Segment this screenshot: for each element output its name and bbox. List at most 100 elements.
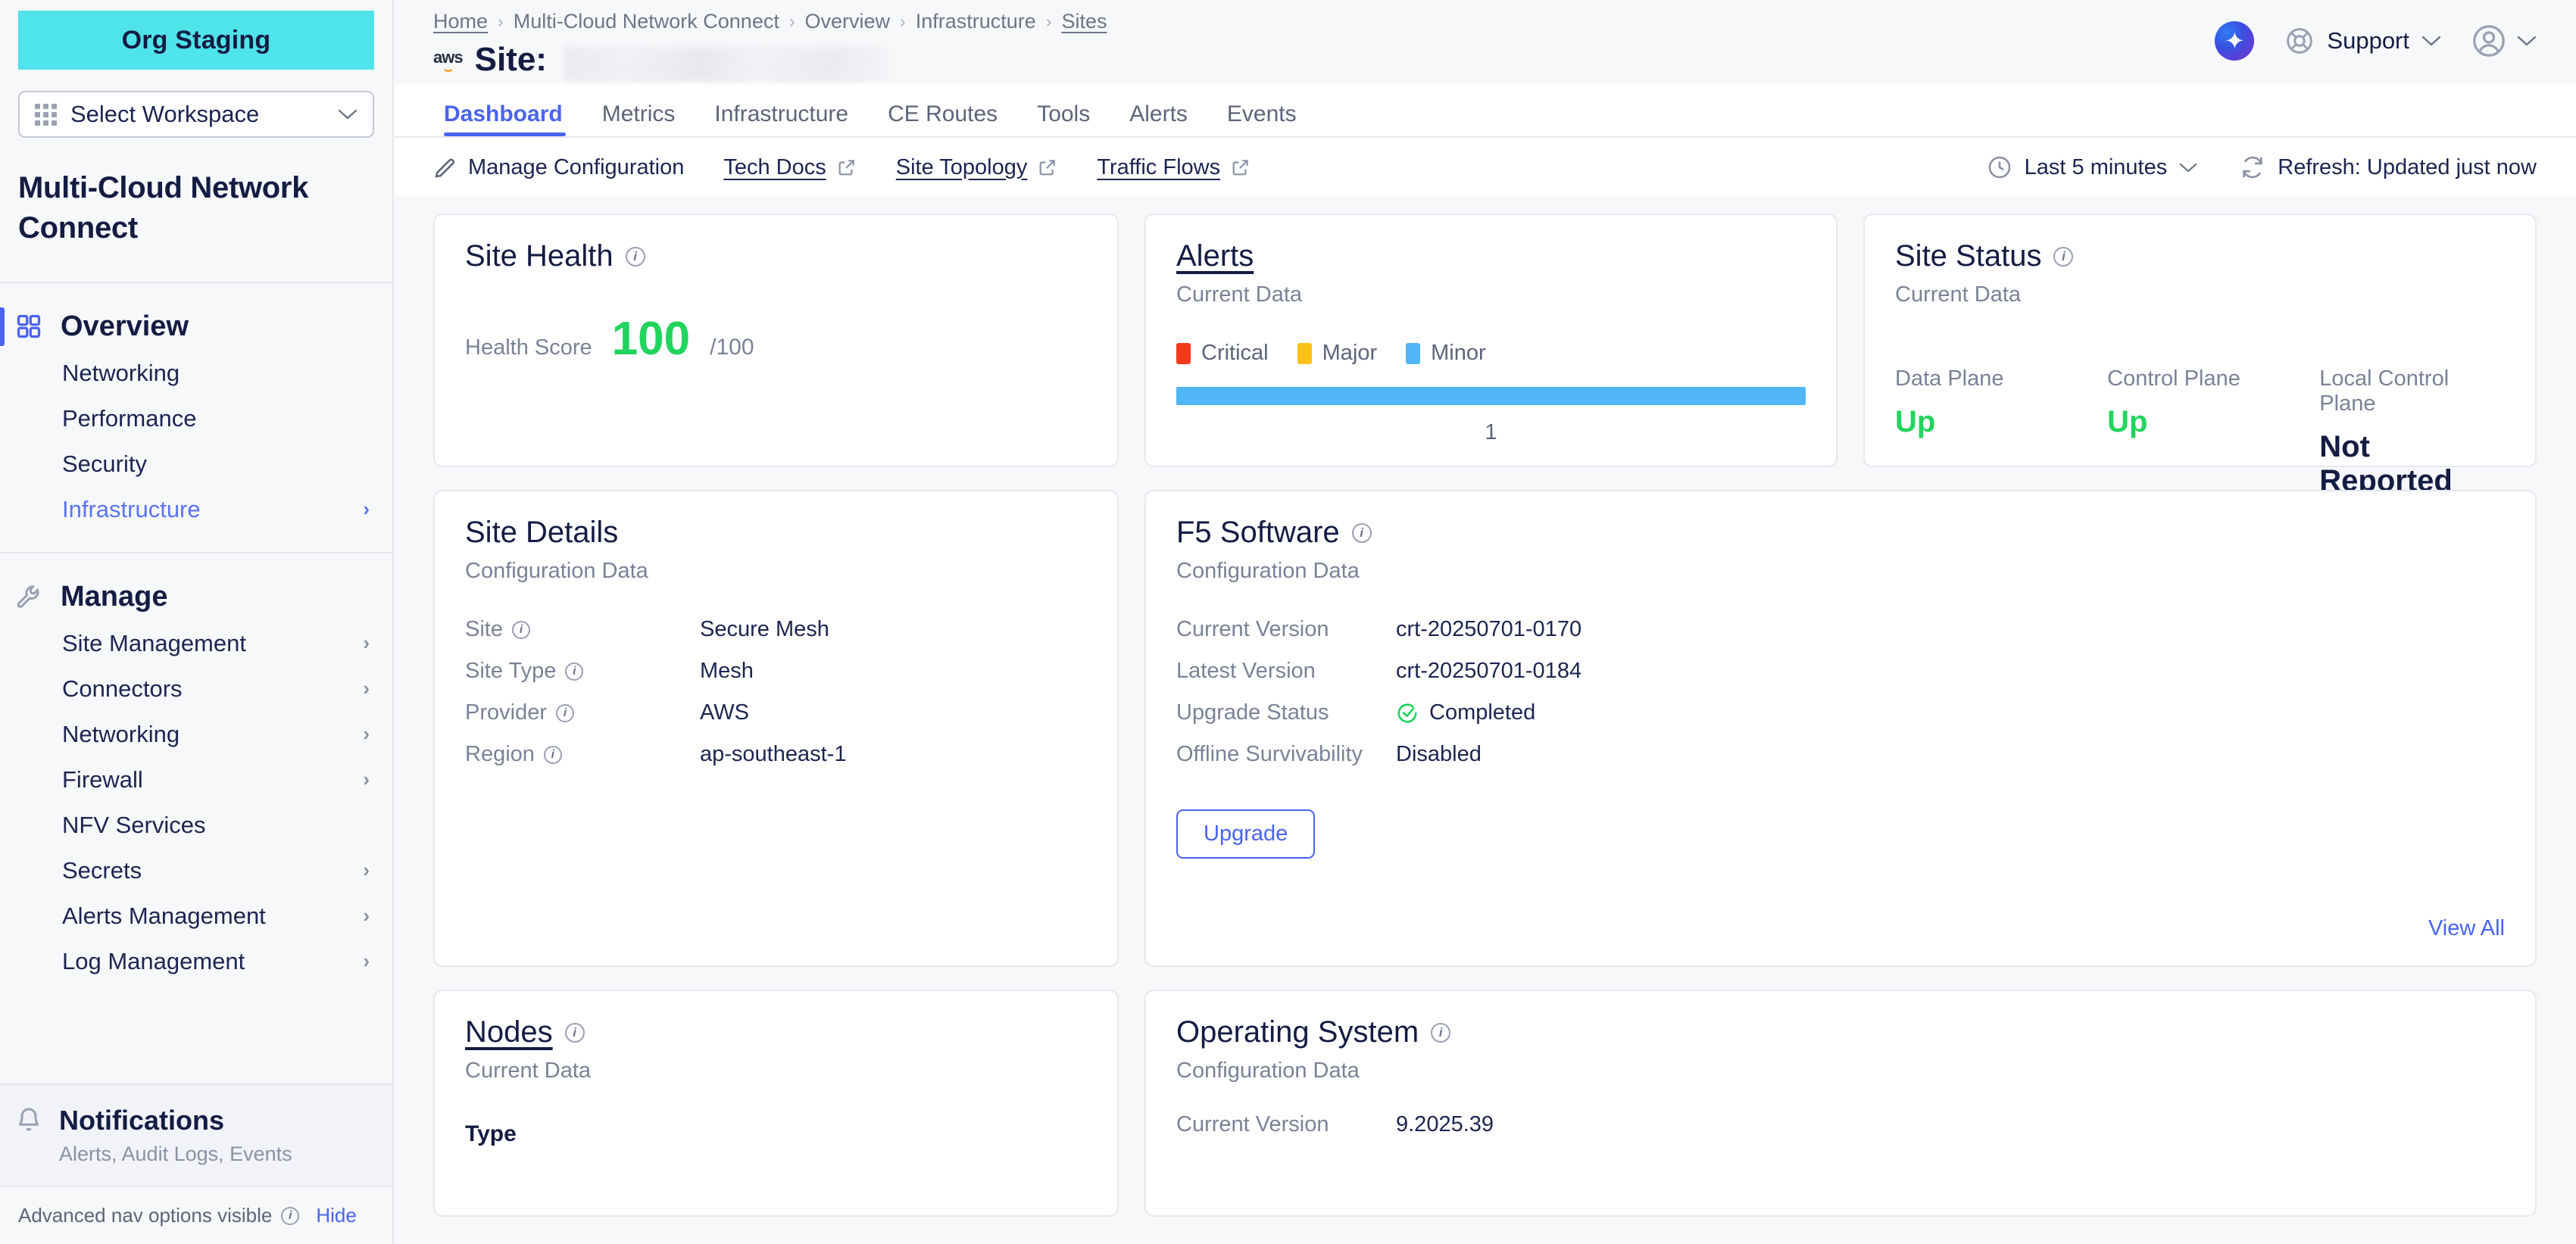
- breadcrumb-item-mcn[interactable]: Multi-Cloud Network Connect: [513, 9, 779, 33]
- refresh-label: Refresh: Updated just now: [2278, 154, 2537, 179]
- site-status-subtitle: Current Data: [1895, 282, 2022, 307]
- info-icon[interactable]: i: [556, 703, 574, 722]
- alerts-severity-bar[interactable]: [1176, 387, 1806, 405]
- alerts-title-link[interactable]: Alerts: [1176, 239, 1254, 273]
- lifebuoy-icon: [2284, 26, 2315, 56]
- time-range-selector[interactable]: Last 5 minutes: [1987, 154, 2198, 180]
- chevron-right-icon: ›: [363, 949, 370, 973]
- sidebar: Org Staging Select Workspace Multi-Cloud…: [0, 0, 394, 1244]
- site-health-title: Site Health: [465, 239, 614, 273]
- legend-item-minor[interactable]: Minor: [1406, 341, 1486, 366]
- breadcrumb-and-title: Home › Multi-Cloud Network Connect › Ove…: [433, 8, 1107, 82]
- breadcrumb-item-sites[interactable]: Sites: [1061, 9, 1107, 33]
- dashboard-row-2: Site Details Configuration Data Site i S…: [433, 490, 2537, 967]
- detail-key-label: Site: [465, 617, 503, 641]
- sidebar-item-site-management[interactable]: Site Management ›: [0, 621, 392, 666]
- chevron-down-icon: [338, 108, 358, 120]
- info-icon[interactable]: i: [564, 1022, 585, 1043]
- detail-key-label: Region: [465, 742, 535, 766]
- info-icon[interactable]: i: [1431, 1022, 1451, 1043]
- os-key: Current Version: [1176, 1112, 1329, 1136]
- sidebar-item-secrets[interactable]: Secrets ›: [0, 848, 392, 893]
- tab-events[interactable]: Events: [1226, 101, 1297, 126]
- info-icon[interactable]: i: [281, 1206, 300, 1225]
- site-status-title: Site Status: [1895, 239, 2042, 273]
- f5-row-upgrade-status: Upgrade Status Completed: [1176, 700, 2505, 725]
- breadcrumb-item-home[interactable]: Home: [433, 9, 489, 33]
- user-menu[interactable]: [2471, 23, 2537, 58]
- detail-value: ap-southeast-1: [700, 742, 847, 766]
- info-icon[interactable]: i: [1351, 522, 1372, 543]
- refresh-button[interactable]: Refresh: Updated just now: [2240, 154, 2537, 180]
- sidebar-item-label: Networking: [62, 359, 180, 386]
- legend-swatch-critical: [1176, 342, 1191, 364]
- detail-row-provider: Provider i AWS: [465, 700, 1087, 725]
- sidebar-item-infrastructure[interactable]: Infrastructure ›: [0, 487, 392, 532]
- sidebar-item-firewall[interactable]: Firewall ›: [0, 757, 392, 803]
- detail-value: Mesh: [700, 659, 754, 683]
- info-icon[interactable]: i: [565, 662, 584, 681]
- operating-system-list: Current Version 9.2025.39: [1176, 1112, 2505, 1137]
- sidebar-item-label: Log Management: [62, 947, 245, 974]
- nodes-title-link[interactable]: Nodes: [465, 1015, 553, 1049]
- site-status-values: Data Plane Up Control Plane Up Local Con…: [1895, 366, 2505, 498]
- action-toolbar: Manage Configuration Tech Docs Site Topo…: [394, 138, 2576, 197]
- legend-item-critical[interactable]: Critical: [1176, 341, 1269, 366]
- info-icon[interactable]: i: [2053, 246, 2074, 267]
- f5-row-current-version: Current Version crt-20250701-0170: [1176, 617, 2505, 642]
- ai-assistant-icon[interactable]: ✦: [2215, 21, 2255, 61]
- site-topology-label: Site Topology: [895, 154, 1028, 179]
- status-badge: Up: [1895, 405, 1936, 438]
- tab-tools[interactable]: Tools: [1037, 101, 1091, 126]
- tech-docs-link[interactable]: Tech Docs: [723, 155, 856, 180]
- site-details-card: Site Details Configuration Data Site i S…: [433, 490, 1119, 967]
- support-menu[interactable]: Support: [2284, 26, 2441, 56]
- detail-key: Site Type i: [465, 659, 700, 684]
- tab-metrics[interactable]: Metrics: [601, 101, 676, 126]
- sidebar-item-notifications[interactable]: Notifications Alerts, Audit Logs, Events: [0, 1083, 392, 1187]
- sidebar-item-security[interactable]: Security: [0, 441, 392, 487]
- sidebar-item-overview[interactable]: Overview: [0, 303, 392, 351]
- sidebar-item-networking-manage[interactable]: Networking ›: [0, 712, 392, 757]
- org-badge[interactable]: Org Staging: [18, 11, 374, 70]
- operating-system-card: Operating System i Configuration Data Cu…: [1144, 990, 2537, 1217]
- sidebar-item-manage[interactable]: Manage: [0, 573, 392, 621]
- workspace-selector[interactable]: Select Workspace: [18, 91, 374, 138]
- dashboard-row-1: Site Health i Health Score 100 /100 Aler…: [433, 214, 2537, 497]
- chevron-right-icon: ›: [363, 497, 370, 521]
- advanced-nav-hide-button[interactable]: Hide: [316, 1204, 357, 1227]
- legend-label-critical: Critical: [1201, 341, 1269, 365]
- breadcrumb-item-infrastructure[interactable]: Infrastructure: [915, 9, 1036, 33]
- info-icon[interactable]: i: [511, 620, 530, 639]
- notifications-subtitle: Alerts, Audit Logs, Events: [59, 1143, 292, 1165]
- sidebar-item-networking-overview[interactable]: Networking: [0, 351, 392, 396]
- external-link-icon: [837, 157, 857, 177]
- sidebar-item-label: Performance: [62, 404, 197, 432]
- advanced-nav-label: Advanced nav options visible: [18, 1204, 273, 1227]
- legend-swatch-major: [1297, 342, 1312, 364]
- info-icon[interactable]: i: [625, 246, 645, 267]
- legend-item-major[interactable]: Major: [1297, 341, 1377, 366]
- sidebar-item-log-management[interactable]: Log Management ›: [0, 939, 392, 984]
- nodes-type-column-header: Type: [465, 1121, 517, 1146]
- breadcrumb-item-overview[interactable]: Overview: [804, 9, 891, 33]
- nodes-card: Nodes i Current Data Type: [433, 990, 1119, 1217]
- view-all-link[interactable]: View All: [2428, 916, 2505, 940]
- upgrade-button[interactable]: Upgrade: [1176, 809, 1316, 859]
- manage-configuration-button[interactable]: Manage Configuration: [433, 155, 684, 180]
- detail-key: Provider i: [465, 700, 700, 725]
- traffic-flows-link[interactable]: Traffic Flows: [1097, 155, 1251, 180]
- tab-ce-routes[interactable]: CE Routes: [888, 101, 998, 126]
- tab-dashboard[interactable]: Dashboard: [433, 101, 582, 136]
- site-topology-link[interactable]: Site Topology: [896, 155, 1058, 180]
- external-link-icon: [1038, 157, 1057, 177]
- legend-swatch-minor: [1406, 342, 1421, 364]
- tab-infrastructure[interactable]: Infrastructure: [714, 101, 849, 126]
- tab-alerts[interactable]: Alerts: [1129, 101, 1188, 126]
- sidebar-item-alerts-management[interactable]: Alerts Management ›: [0, 893, 392, 939]
- sidebar-item-connectors[interactable]: Connectors ›: [0, 666, 392, 712]
- action-toolbar-right: Last 5 minutes Refresh: Updated just now: [1987, 154, 2537, 180]
- sidebar-item-nfv-services[interactable]: NFV Services: [0, 803, 392, 848]
- info-icon[interactable]: i: [543, 745, 562, 764]
- sidebar-item-performance[interactable]: Performance: [0, 396, 392, 441]
